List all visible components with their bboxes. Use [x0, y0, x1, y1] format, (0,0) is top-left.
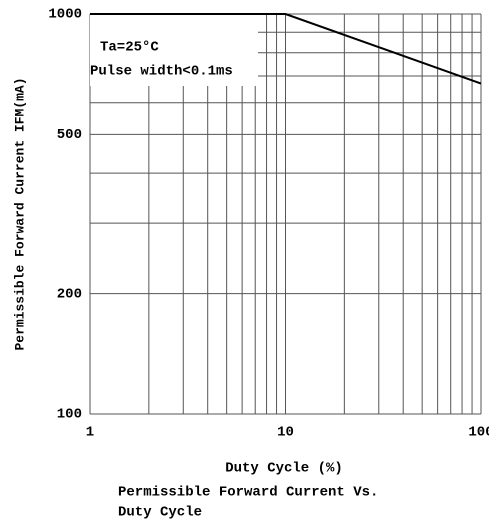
chart-title: Duty Cycle [118, 505, 202, 521]
chart-title: Permissible Forward Current Vs. [118, 485, 378, 501]
x-axis-label: Duty Cycle (%) [225, 461, 343, 477]
annotation: Ta=25°C [100, 40, 159, 56]
annotation: Pulse width<0.1ms [90, 64, 233, 80]
y-tick-label: 200 [57, 286, 82, 302]
y-tick-label: 100 [57, 407, 82, 423]
y-tick-label: 1000 [48, 7, 82, 23]
x-tick-label: 1 [86, 425, 94, 441]
line [90, 13, 482, 85]
y-axis-label: Permissible Forward Current IFM(mA) [12, 77, 27, 350]
x-tick-label: 10 [277, 425, 294, 441]
annotation-box [90, 14, 258, 86]
y-tick-label: 500 [57, 127, 82, 143]
x-tick-label: 100 [468, 425, 489, 441]
